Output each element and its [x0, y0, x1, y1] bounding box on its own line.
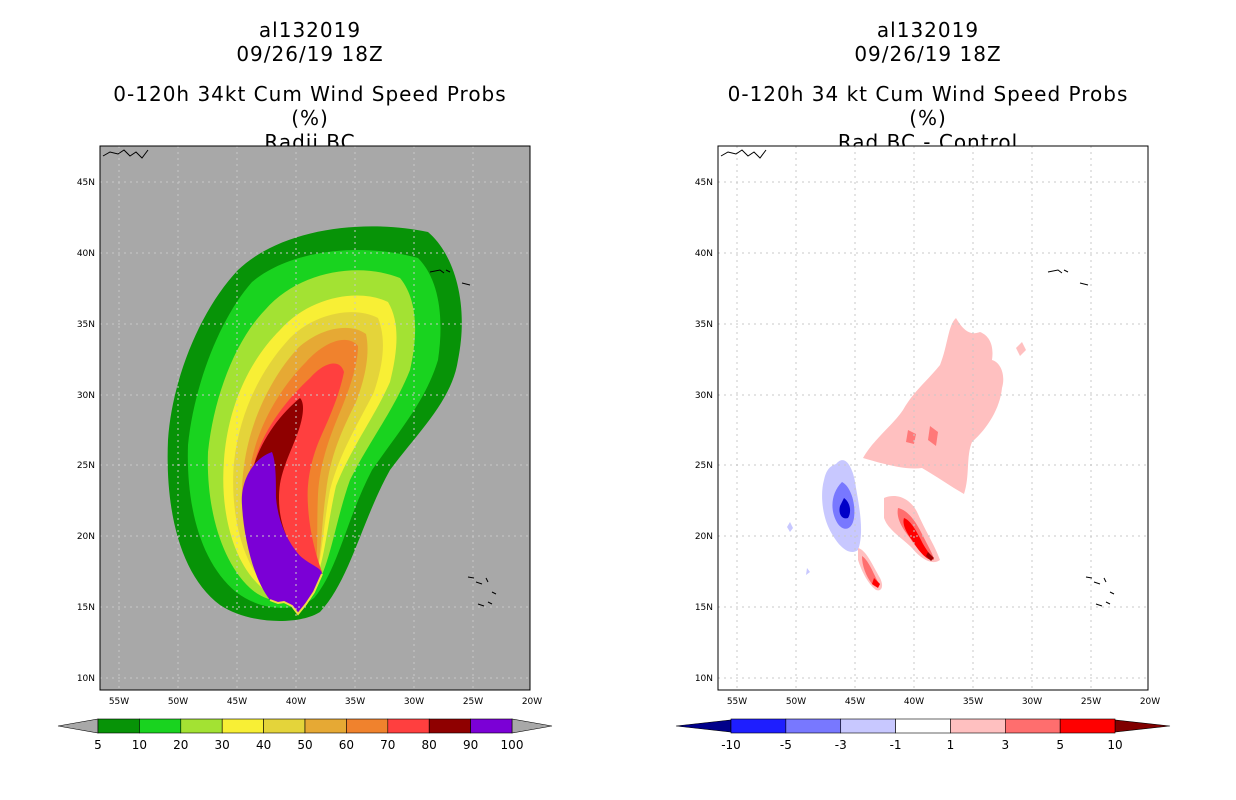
colorbar-label: 5	[94, 738, 102, 752]
right-colorbar-low-triangle	[675, 719, 732, 733]
left-coastlines	[102, 149, 471, 286]
lat-label-35N: 35N	[695, 320, 713, 330]
left-probability-map: 45N 40N 35N 30N 25N 20N 15N 10N 55W 50W 45W 40W 35W 3…	[57, 145, 553, 752]
lon-label-25W: 25W	[1081, 697, 1101, 707]
colorbar-label: 20	[173, 738, 188, 752]
colorbar-label: 3	[1001, 738, 1009, 752]
left-colorbar: 5 10 20 30 40 50 60 70 80 90 100	[57, 718, 553, 752]
lat-label-45N: 45N	[77, 178, 95, 188]
diff-neg-isolated	[787, 522, 793, 532]
colorbar-swatch	[97, 718, 140, 734]
lon-label-20W: 20W	[522, 697, 542, 707]
colorbar-swatch	[895, 718, 951, 734]
colorbar-swatch	[139, 718, 182, 734]
diff-pos-1-extension	[1016, 342, 1026, 356]
lon-label-20W: 20W	[1140, 697, 1160, 707]
lat-label-40N: 40N	[77, 249, 95, 259]
colorbar-swatch	[263, 718, 306, 734]
right-product: 0-120h 34 kt Cum Wind Speed Probs (%)	[727, 82, 1129, 130]
lat-label-30N: 30N	[77, 391, 95, 401]
colorbar-swatch	[730, 718, 787, 734]
lon-label-40W: 40W	[904, 697, 924, 707]
colorbar-label: -10	[721, 738, 741, 752]
colorbar-swatch	[785, 718, 842, 734]
colorbar-label: 10	[132, 738, 147, 752]
lat-label-10N: 10N	[77, 674, 95, 684]
lat-label-10N: 10N	[695, 674, 713, 684]
lat-label-35N: 35N	[77, 320, 95, 330]
colorbar-label: 70	[380, 738, 395, 752]
lon-label-25W: 25W	[463, 697, 483, 707]
colorbar-label: 5	[1056, 738, 1064, 752]
lat-label-25N: 25N	[77, 461, 95, 471]
lat-label-15N: 15N	[695, 603, 713, 613]
lat-label-25N: 25N	[695, 461, 713, 471]
diff-pos-central-10	[926, 552, 934, 561]
left-product: 0-120h 34kt Cum Wind Speed Probs (%)	[113, 82, 507, 130]
lon-label-45W: 45W	[845, 697, 865, 707]
colorbar-swatch	[304, 718, 347, 734]
colorbar-swatch	[1004, 718, 1061, 734]
colorbar-swatch	[428, 718, 471, 734]
right-difference-map: 45N 40N 35N 30N 25N 20N 15N 10N 55W 50W 45W 40W 35W 3…	[675, 145, 1171, 752]
colorbar-swatch	[180, 718, 223, 734]
lat-label-20N: 20N	[77, 532, 95, 542]
colorbar-label: 100	[501, 738, 524, 752]
diff-pos-central-5	[903, 518, 932, 560]
right-axes: 45N 40N 35N 30N 25N 20N 15N 10N 55W 50W 45W 40W 35W 3…	[695, 178, 1160, 707]
diff-pos-south-5	[872, 578, 880, 588]
prob-band-90	[241, 452, 322, 614]
colorbar-swatch	[840, 718, 896, 734]
lat-label-30N: 30N	[695, 391, 713, 401]
lon-label-45W: 45W	[227, 697, 247, 707]
colorbar-label: -5	[780, 738, 792, 752]
lat-label-40N: 40N	[695, 249, 713, 259]
left-colorbar-low-triangle	[57, 718, 99, 734]
right-colorbar-high-triangle	[1114, 719, 1171, 733]
left-colorbar-high-triangle	[511, 718, 553, 734]
diff-neg-5-region	[839, 498, 851, 519]
lon-label-55W: 55W	[109, 697, 129, 707]
colorbar-label: 40	[256, 738, 271, 752]
lon-label-35W: 35W	[963, 697, 983, 707]
colorbar-label: 80	[422, 738, 437, 752]
right-colorbar: -10 -5 -3 -1 1 3 5 10	[675, 718, 1171, 752]
colorbar-label: 90	[463, 738, 478, 752]
prob-100-outline	[269, 573, 323, 616]
lon-label-40W: 40W	[286, 697, 306, 707]
colorbar-label: 1	[947, 738, 955, 752]
right-storm-id: al132019	[876, 18, 980, 42]
colorbar-label: 30	[215, 738, 230, 752]
left-storm-id: al132019	[258, 18, 362, 42]
right-datetime: 09/26/19 18Z	[854, 42, 1002, 66]
diff-neg-isolated-2	[806, 568, 810, 575]
colorbar-swatch	[221, 718, 264, 734]
lat-label-15N: 15N	[77, 603, 95, 613]
right-gridlines	[718, 146, 1148, 690]
colorbar-label: 60	[339, 738, 354, 752]
colorbar-label: 50	[297, 738, 312, 752]
diff-pos-3-north-1	[928, 426, 938, 446]
left-datetime: 09/26/19 18Z	[236, 42, 384, 66]
lon-label-35W: 35W	[345, 697, 365, 707]
left-axes: 45N 40N 35N 30N 25N 20N 15N 10N 55W 50W 45W 40W 35W 3…	[77, 178, 542, 707]
lon-label-30W: 30W	[1022, 697, 1042, 707]
colorbar-label: -1	[890, 738, 902, 752]
diff-pos-1-region	[863, 318, 1004, 494]
lon-label-50W: 50W	[786, 697, 806, 707]
lat-label-45N: 45N	[695, 178, 713, 188]
lon-label-55W: 55W	[727, 697, 747, 707]
colorbar-label: 10	[1107, 738, 1122, 752]
lat-label-20N: 20N	[695, 532, 713, 542]
colorbar-label: -3	[835, 738, 847, 752]
colorbar-swatch	[1059, 718, 1116, 734]
colorbar-swatch	[470, 718, 513, 734]
lon-label-30W: 30W	[404, 697, 424, 707]
lon-label-50W: 50W	[168, 697, 188, 707]
colorbar-swatch	[346, 718, 389, 734]
colorbar-swatch	[387, 718, 430, 734]
left-gridlines	[100, 146, 530, 690]
right-coastlines	[720, 149, 1115, 607]
colorbar-swatch	[950, 718, 1006, 734]
